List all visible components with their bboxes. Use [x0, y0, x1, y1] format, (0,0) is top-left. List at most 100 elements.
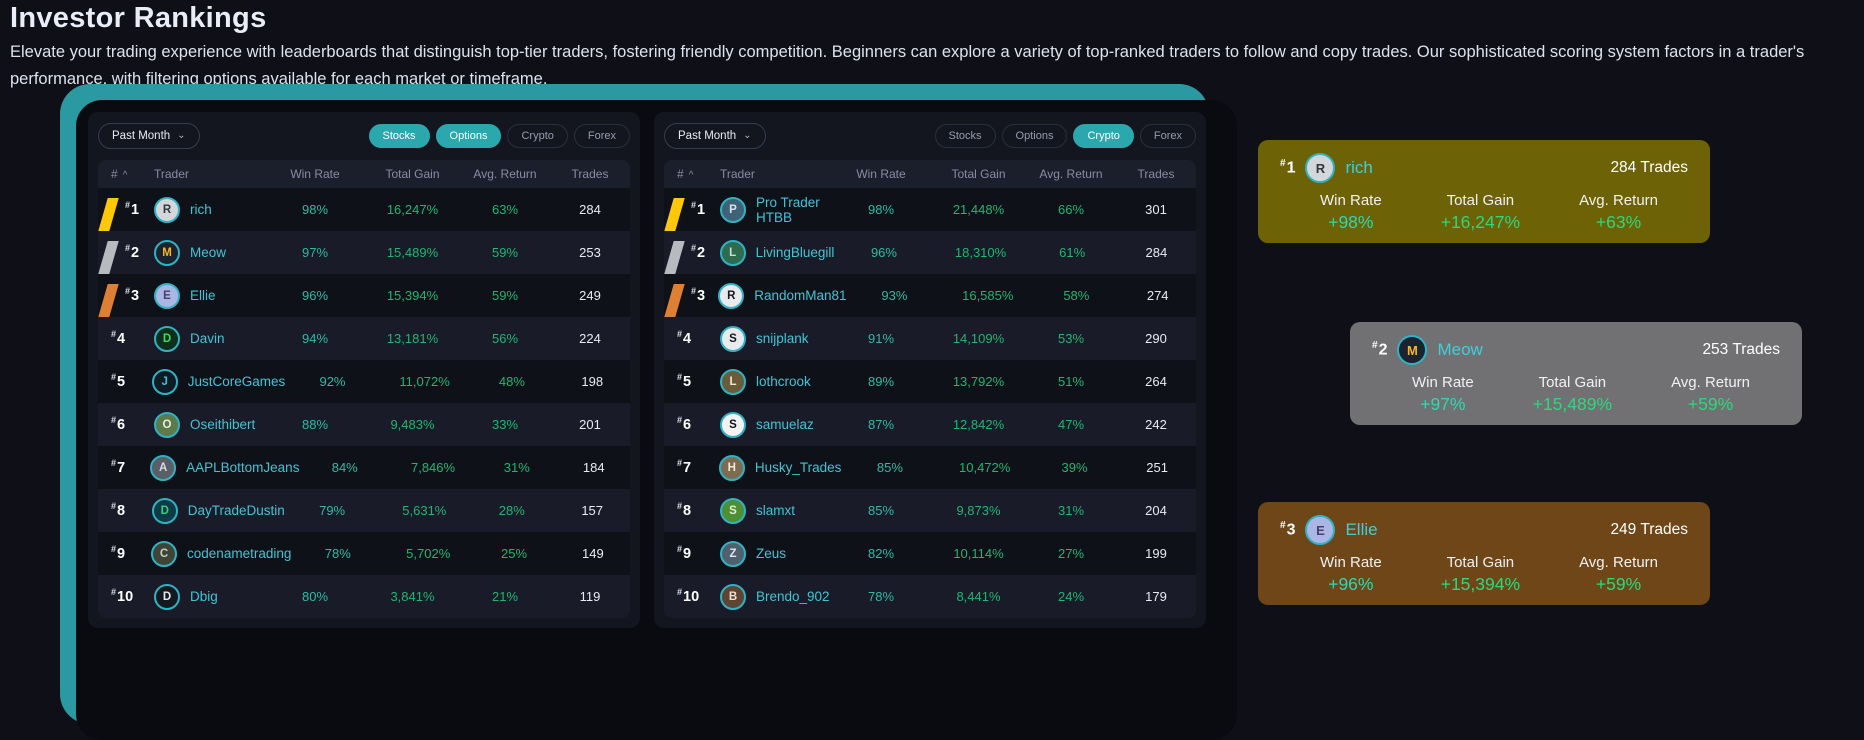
- trader-avatar: D: [154, 583, 180, 610]
- column-header-total-gain[interactable]: Total Gain: [951, 167, 1006, 181]
- trader-cell: Z Zeus: [718, 540, 831, 567]
- card-trader-name: rich: [1345, 158, 1373, 177]
- tab-options[interactable]: Options: [435, 124, 502, 148]
- tab-stocks[interactable]: Stocks: [368, 124, 430, 148]
- stat-value: +15,489%: [1532, 394, 1613, 414]
- tab-crypto[interactable]: Crypto: [1073, 124, 1134, 148]
- column-header-avg-return[interactable]: Avg. Return: [473, 167, 537, 181]
- stat-win-rate: Win Rate +97%: [1412, 374, 1474, 415]
- trader-name: Dbig: [190, 589, 218, 604]
- table-row[interactable]: #7 H Husky_Trades 85% 10,472% 39% 251: [664, 446, 1196, 489]
- stat-label: Win Rate: [1320, 192, 1382, 209]
- rank-number: #10: [677, 587, 700, 605]
- win-rate-value: 78%: [324, 546, 351, 561]
- stat-value: +97%: [1420, 394, 1466, 414]
- table-row[interactable]: #2 L LivingBluegill 96% 18,310% 61% 284: [664, 231, 1196, 289]
- rank-number: #8: [111, 501, 126, 519]
- column-header-trades[interactable]: Trades: [571, 167, 609, 181]
- column-header-rank[interactable]: # ^: [111, 167, 128, 181]
- table-row[interactable]: #7 A AAPLBottomJeans 84% 7,846% 31% 184: [98, 446, 630, 489]
- card-rank-number: #2: [1372, 340, 1388, 359]
- tab-options[interactable]: Options: [1001, 124, 1068, 148]
- column-header-win-rate[interactable]: Win Rate: [856, 167, 906, 181]
- trader-name: DayTradeDustin: [187, 503, 285, 518]
- rank-hash: #: [1280, 158, 1286, 170]
- stat-avg-return: Avg. Return +59%: [1671, 374, 1750, 415]
- total-gain-value: 10,114%: [953, 546, 1004, 561]
- rank-hash: #: [691, 200, 697, 211]
- tab-forex[interactable]: Forex: [1139, 124, 1196, 148]
- rank-number: #4: [677, 329, 692, 347]
- rank-hash: #: [111, 415, 117, 426]
- rank-hash: #: [125, 243, 131, 254]
- trader-avatar: C: [151, 540, 178, 567]
- table-row[interactable]: #8 D DayTradeDustin 79% 5,631% 28% 157: [98, 489, 630, 532]
- leaderboard-table: # ^ Trader Win Rate Total Gain Avg. Return Tra…: [664, 160, 1196, 618]
- trades-value: 204: [1145, 503, 1167, 518]
- trader-name: lothcrook: [756, 374, 811, 389]
- tab-crypto[interactable]: Crypto: [507, 124, 568, 148]
- tab-forex[interactable]: Forex: [573, 124, 630, 148]
- tab-stocks[interactable]: Stocks: [934, 124, 996, 148]
- win-rate-value: 98%: [301, 202, 329, 217]
- table-row[interactable]: #4 D Davin 94% 13,181% 56% 224: [98, 317, 630, 360]
- card-trader-name: Meow: [1437, 340, 1483, 359]
- rank-cell: #7: [98, 458, 148, 477]
- rank-cell: #2: [664, 241, 718, 289]
- column-header-trader[interactable]: Trader: [720, 167, 755, 181]
- avg-return-value: 28%: [498, 503, 525, 518]
- column-header-win-rate[interactable]: Win Rate: [290, 167, 340, 181]
- column-header-trader[interactable]: Trader: [154, 167, 189, 181]
- trader-name: AAPLBottomJeans: [186, 460, 300, 475]
- rank-hash: #: [691, 243, 697, 254]
- rank-hash: #: [125, 286, 131, 297]
- table-row[interactable]: #10 B Brendo_902 78% 8,441% 24% 179: [664, 575, 1196, 618]
- column-header-avg-return[interactable]: Avg. Return: [1039, 167, 1103, 181]
- trader-name: Ellie: [190, 288, 216, 303]
- stat-label: Win Rate: [1412, 374, 1474, 391]
- win-rate-value: 96%: [870, 245, 897, 260]
- win-rate-value: 79%: [319, 503, 346, 518]
- column-header-rank[interactable]: # ^: [677, 167, 694, 181]
- top-trader-card-3[interactable]: #3 E Ellie 249 Trades Win Rate +96% Total Gain…: [1258, 502, 1710, 605]
- avg-return-value: 58%: [1063, 288, 1090, 303]
- trader-avatar: S: [720, 411, 746, 438]
- card-rank-number: #3: [1280, 520, 1296, 539]
- table-row[interactable]: #3 E Ellie 96% 15,394% 59% 249: [98, 274, 630, 332]
- table-row[interactable]: #10 D Dbig 80% 3,841% 21% 119: [98, 575, 630, 618]
- rank-hash: #: [1372, 340, 1378, 352]
- column-header-trades[interactable]: Trades: [1137, 167, 1175, 181]
- rank-hash: #: [691, 286, 697, 297]
- trader-cell: R RandomMan81: [716, 282, 847, 309]
- table-row[interactable]: #6 O Oseithibert 88% 9,483% 33% 201: [98, 403, 630, 446]
- rank-number: #1: [691, 200, 706, 218]
- card-avatar: M: [1397, 335, 1428, 365]
- trades-value: 199: [1145, 546, 1167, 561]
- table-row[interactable]: #2 M Meow 97% 15,489% 59% 253: [98, 231, 630, 289]
- table-row[interactable]: #9 Z Zeus 82% 10,114% 27% 199: [664, 532, 1196, 575]
- chevron-down-icon: ⌄: [177, 130, 186, 141]
- trader-cell: E Ellie: [152, 282, 265, 309]
- trades-value: 242: [1145, 417, 1167, 432]
- table-row[interactable]: #3 R RandomMan81 93% 16,585% 58% 274: [664, 274, 1196, 332]
- top-trader-card-2[interactable]: #2 M Meow 253 Trades Win Rate +97% Total Gain +…: [1350, 322, 1802, 425]
- table-row[interactable]: #5 J JustCoreGames 92% 11,072% 48% 198: [98, 360, 630, 403]
- stat-value: +59%: [1595, 574, 1642, 594]
- stat-total-gain: Total Gain +15,489%: [1533, 374, 1612, 415]
- column-header-total-gain[interactable]: Total Gain: [385, 167, 440, 181]
- timeframe-dropdown[interactable]: Past Month ⌄: [98, 123, 200, 149]
- leaderboard-panels: Past Month ⌄ Stocks Options Crypto Forex # ^ Tra…: [76, 100, 1237, 640]
- timeframe-dropdown[interactable]: Past Month ⌄: [664, 123, 766, 149]
- table-row[interactable]: #1 P Pro Trader HTBB 98% 21,448% 66% 301: [664, 188, 1196, 246]
- trader-cell: B Brendo_902: [718, 583, 831, 610]
- trader-avatar: H: [718, 454, 745, 481]
- avg-return-value: 48%: [498, 374, 525, 389]
